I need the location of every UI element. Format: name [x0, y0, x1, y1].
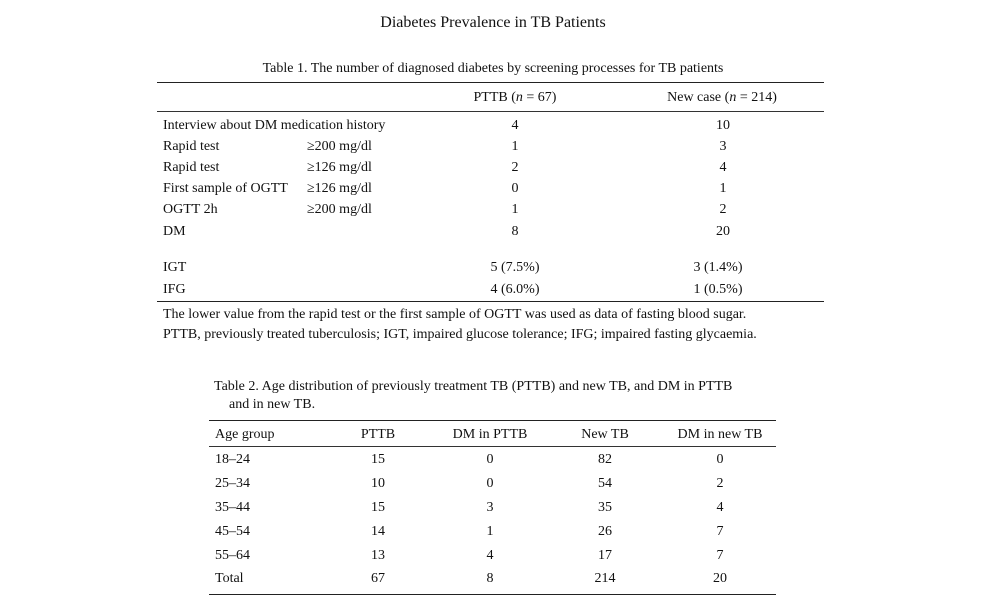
table1-row-label: Rapid test [163, 160, 220, 175]
table1-row-criterion: ≥200 mg/dl [307, 139, 372, 154]
table1-row-label: Interview about DM medication history [163, 118, 386, 133]
table1-bottom-rule [157, 301, 824, 302]
table2-row-age: 25–34 [215, 476, 250, 491]
table1-row-pttb: 4 [511, 118, 519, 133]
table2-total-pttb: 67 [371, 571, 385, 586]
table2-row-new-tb: 35 [598, 500, 612, 515]
table1-abbreviations: PTTB, previously treated tuberculosis; I… [163, 327, 757, 342]
table2-row-dm-new-tb: 7 [716, 524, 724, 539]
table2-row-pttb: 10 [371, 476, 385, 491]
table2-row-new-tb: 17 [598, 548, 612, 563]
table1-row-pttb: 2 [511, 160, 519, 175]
table2-header-new-tb: New TB [581, 427, 629, 442]
table1-row-label: IGT [163, 260, 187, 275]
table1-row-new: 3 [719, 139, 727, 154]
table1-row-pttb: 0 [511, 181, 519, 196]
table1-row-label: OGTT 2h [163, 202, 218, 217]
table2-row-age: 18–24 [215, 452, 250, 467]
table2-row-dm-pttb: 0 [486, 476, 494, 491]
table1-row-new: 3 (1.4%) [693, 260, 743, 275]
table1-top-rule [157, 82, 824, 83]
table2-row-total-label: Total [215, 571, 244, 586]
table2-row-dm-pttb: 0 [486, 452, 494, 467]
table1-header-rule [157, 111, 824, 112]
table2-row-pttb: 15 [371, 452, 385, 467]
table1-row-new: 2 [719, 202, 727, 217]
table1-row-new: 1 [719, 181, 727, 196]
table1-footnote: The lower value from the rapid test or t… [163, 307, 747, 322]
table1-row-label: Rapid test [163, 139, 220, 154]
table2-header-dm-in-new-tb: DM in new TB [677, 427, 763, 442]
table1-caption: Table 1. The number of diagnosed diabete… [262, 61, 724, 76]
table1-row-label: IFG [163, 282, 186, 297]
table2-total-new-tb: 214 [594, 571, 616, 586]
table2-row-pttb: 13 [371, 548, 385, 563]
table2-row-dm-pttb: 4 [486, 548, 494, 563]
table2-header-dm-in-pttb: DM in PTTB [452, 427, 528, 442]
table2-row-dm-new-tb: 2 [716, 476, 724, 491]
table1-header-pttb: PTTB (n = 67) [473, 90, 557, 105]
table2-caption: Table 2. Age distribution of previously … [214, 379, 733, 394]
table2-row-pttb: 14 [371, 524, 385, 539]
table1-row-pttb: 4 (6.0%) [490, 282, 540, 297]
table2-header-pttb: PTTB [360, 427, 396, 442]
table1-row-pttb: 8 [511, 224, 519, 239]
table1-row-pttb: 1 [511, 202, 519, 217]
table1-header-new-case: New case (n = 214) [667, 90, 777, 105]
table2-total-dm-new-tb: 20 [713, 571, 727, 586]
table1-row-new: 4 [719, 160, 727, 175]
table1-row-new: 1 (0.5%) [693, 282, 743, 297]
table2-row-dm-new-tb: 0 [716, 452, 724, 467]
table2-row-new-tb: 54 [598, 476, 612, 491]
page-title: Diabetes Prevalence in TB Patients [380, 14, 606, 31]
table1-row-pttb: 1 [511, 139, 519, 154]
table2-caption-continued: and in new TB. [229, 397, 316, 412]
table2-total-dm-pttb: 8 [486, 571, 494, 586]
table2-bottom-rule [209, 594, 776, 595]
table2-row-dm-pttb: 1 [486, 524, 494, 539]
table2-top-rule [209, 420, 776, 421]
table2-row-age: 45–54 [215, 524, 250, 539]
table1-row-criterion: ≥126 mg/dl [307, 181, 372, 196]
table2-row-new-tb: 82 [598, 452, 612, 467]
table1-row-new: 10 [716, 118, 730, 133]
table1-row-new: 20 [716, 224, 730, 239]
table2-row-new-tb: 26 [598, 524, 612, 539]
table1-row-criterion: ≥126 mg/dl [307, 160, 372, 175]
table2-row-dm-new-tb: 7 [716, 548, 724, 563]
table2-row-age: 55–64 [215, 548, 250, 563]
table2-row-dm-new-tb: 4 [716, 500, 724, 515]
table1-row-pttb: 5 (7.5%) [490, 260, 540, 275]
table2-row-dm-pttb: 3 [486, 500, 494, 515]
table2-header-rule [209, 446, 776, 447]
table1-row-criterion: ≥200 mg/dl [307, 202, 372, 217]
table2-header-age-group: Age group [215, 427, 275, 442]
table1-row-label: First sample of OGTT [163, 181, 288, 196]
table2-row-pttb: 15 [371, 500, 385, 515]
table2-row-age: 35–44 [215, 500, 250, 515]
table1-row-label: DM [163, 224, 186, 239]
